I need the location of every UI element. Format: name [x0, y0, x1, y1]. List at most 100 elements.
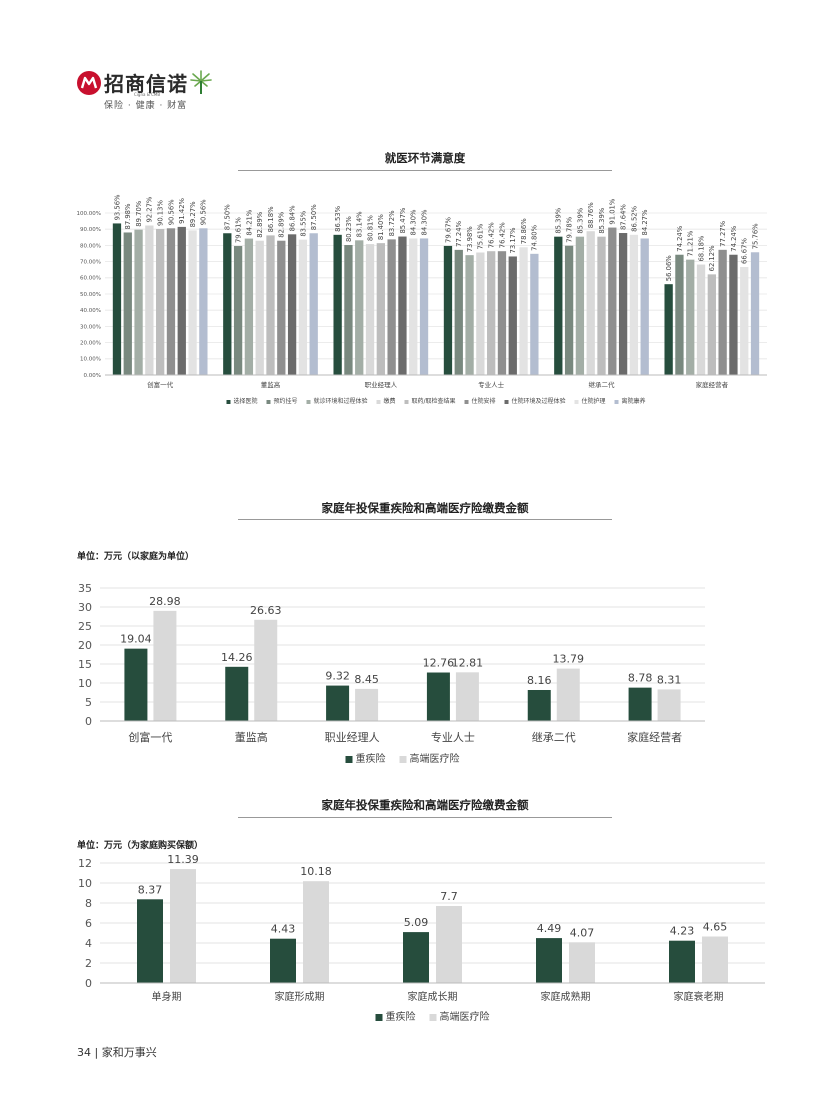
data-label: 82.89% — [278, 211, 286, 237]
legend-label: 重疾险 — [356, 752, 386, 765]
data-label: 83.72% — [388, 210, 396, 236]
data-label: 8.31 — [657, 673, 682, 686]
y-tick-label: 12 — [78, 857, 92, 870]
x-category-label: 家庭衰老期 — [674, 990, 724, 1003]
x-category-label: 家庭形成期 — [275, 990, 325, 1003]
data-label: 8.16 — [527, 674, 552, 687]
data-label: 78.86% — [520, 218, 528, 244]
y-tick-label: 35 — [78, 582, 92, 595]
data-label: 76.42% — [498, 222, 506, 248]
chart3-title: 家庭年投保重疾险和高端医疗险缴费金额 — [321, 798, 529, 812]
data-label: 73.17% — [509, 227, 517, 253]
bar-2 — [454, 249, 463, 375]
bar-2 — [556, 668, 580, 721]
y-tick-label: 90.00% — [80, 227, 101, 233]
data-label: 28.98 — [149, 595, 181, 608]
y-tick-label: 10 — [78, 677, 92, 690]
legend-swatch — [504, 400, 509, 404]
brand-name: 招商信诺 — [104, 72, 188, 96]
data-label: 87.98% — [124, 203, 132, 229]
data-label: 84.30% — [410, 209, 418, 235]
x-category-label: 专业人士 — [431, 730, 475, 744]
bar-7 — [508, 256, 517, 375]
legend-swatch — [306, 400, 311, 404]
y-tick-label: 30.00% — [80, 324, 101, 330]
bar-5 — [707, 274, 716, 375]
legend-swatch — [614, 400, 619, 404]
bar-5 — [597, 236, 606, 375]
bar-9 — [750, 252, 760, 375]
legend-label: 住院护理 — [582, 397, 606, 405]
data-label: 90.13% — [157, 200, 165, 226]
bar-2 — [303, 881, 329, 983]
bar-7 — [618, 233, 628, 375]
y-tick-label: 60.00% — [80, 276, 101, 282]
brand-name-en: Cigna & CMB — [134, 92, 161, 97]
data-label: 8.37 — [138, 883, 163, 896]
data-label: 79.61% — [234, 217, 242, 243]
bar-4 — [696, 264, 706, 375]
data-label: 10.18 — [300, 865, 332, 878]
data-label: 9.32 — [325, 670, 350, 683]
bar-6 — [718, 249, 727, 375]
bar-2 — [170, 869, 196, 983]
bar-4 — [365, 244, 375, 375]
bar-1 — [403, 932, 429, 983]
bar-2 — [564, 245, 574, 375]
data-label: 4.23 — [670, 925, 695, 938]
data-label: 26.63 — [250, 604, 282, 617]
legend-swatch — [375, 1014, 383, 1021]
x-category-label: 家庭经营者 — [627, 730, 682, 744]
bar-6 — [387, 239, 396, 375]
bar-7 — [729, 254, 738, 375]
x-category-label: 继承二代 — [589, 380, 616, 389]
legend-swatch — [429, 1014, 437, 1021]
bar-5 — [156, 228, 165, 375]
bar-1 — [554, 236, 563, 375]
legend-swatch — [266, 400, 271, 404]
x-category-label: 家庭成长期 — [408, 990, 458, 1003]
chart2-title-rule — [238, 519, 612, 520]
y-tick-label: 20.00% — [80, 341, 101, 347]
bar-1 — [628, 687, 652, 721]
data-label: 84.30% — [420, 209, 428, 235]
data-label: 56.06% — [665, 255, 673, 281]
data-label: 83.55% — [299, 210, 307, 236]
brand-logo: 招商信诺 Cigna & CMB 保险 · 健康 · 财富 — [76, 68, 236, 111]
cmb-logo-icon — [77, 71, 101, 95]
y-tick-label: 25 — [78, 620, 92, 633]
data-label: 13.79 — [553, 653, 585, 666]
bar-2 — [702, 936, 728, 983]
bar-6 — [166, 228, 176, 375]
legend-label: 重疾险 — [386, 1010, 416, 1023]
data-label: 87.50% — [310, 204, 318, 230]
data-label: 11.39 — [167, 853, 199, 866]
bar-7 — [177, 226, 186, 375]
legend-label: 选择医院 — [233, 397, 257, 405]
bar-4 — [476, 252, 485, 375]
bar-1 — [270, 938, 296, 983]
data-label: 62.12% — [708, 245, 716, 271]
data-label: 81.40% — [377, 214, 385, 240]
legend-swatch — [404, 400, 409, 404]
data-label: 93.56% — [113, 194, 121, 220]
data-label: 8.45 — [354, 673, 379, 686]
legend-label: 住院环境及过程体验 — [512, 397, 566, 405]
bar-8 — [740, 266, 749, 375]
data-label: 4.49 — [537, 922, 562, 935]
data-label: 86.84% — [288, 205, 296, 231]
data-label: 90.56% — [200, 199, 208, 225]
data-label: 66.67% — [741, 238, 749, 264]
data-label: 92.27% — [146, 196, 154, 222]
legend-swatch — [399, 756, 407, 763]
data-label: 19.04 — [120, 633, 152, 646]
data-label: 4.65 — [703, 921, 728, 934]
bar-1 — [426, 672, 450, 721]
x-category-label: 家庭成熟期 — [541, 990, 591, 1003]
bar-1 — [527, 689, 551, 721]
data-label: 86.52% — [630, 205, 638, 231]
bar-9 — [530, 253, 539, 375]
page-number: 34 — [77, 1046, 91, 1059]
bar-3 — [134, 229, 143, 375]
